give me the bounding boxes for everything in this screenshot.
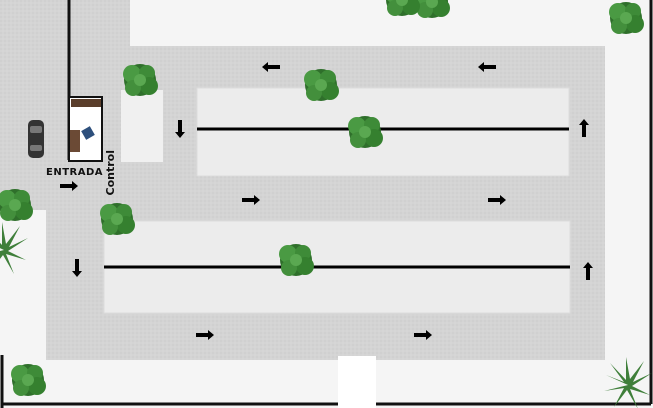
tree-icon xyxy=(609,2,644,34)
tree-icon xyxy=(100,203,135,235)
tree-icon xyxy=(348,116,383,148)
control-booth-label: Control xyxy=(104,150,117,196)
tree-icon xyxy=(385,0,420,16)
tree-icon xyxy=(11,364,46,396)
tree-icon xyxy=(123,64,158,96)
car-icon xyxy=(28,120,44,158)
tree-icon xyxy=(304,69,339,101)
tree-icon xyxy=(279,244,314,276)
tree-icon xyxy=(415,0,450,18)
tree-icon xyxy=(0,189,33,221)
entrance-label: ENTRADA xyxy=(46,167,104,178)
